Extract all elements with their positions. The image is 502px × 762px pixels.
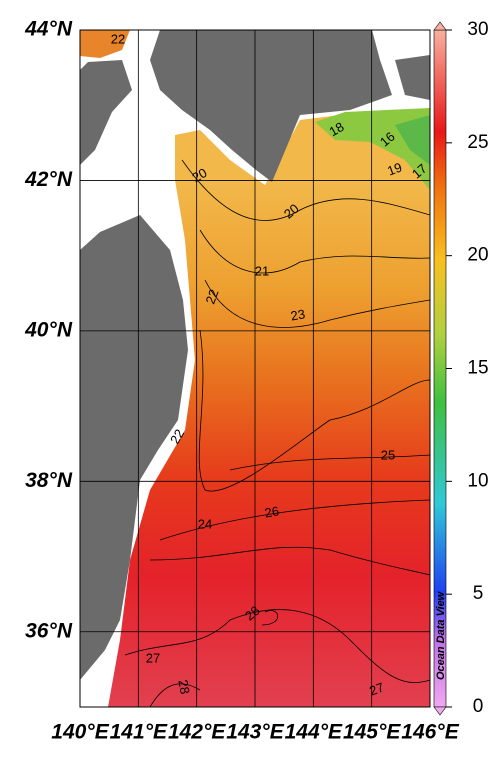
contour-line <box>149 683 201 707</box>
contour-label: 27 <box>367 679 386 698</box>
contour-label: 25 <box>381 447 395 462</box>
contour-line <box>261 610 279 626</box>
lat-tick-label: 44°N <box>24 18 73 41</box>
colorbar-tick-label: 10 <box>467 470 488 491</box>
colorbar-top-arrow <box>433 21 447 31</box>
contour-label: 22 <box>111 31 125 46</box>
contour-label: 26 <box>263 503 280 520</box>
contour-line <box>181 159 430 221</box>
colorbar-tick-label: 0 <box>473 696 484 717</box>
contour-label: 19 <box>385 159 404 178</box>
lat-tick-label: 40°N <box>24 318 73 341</box>
contour-label: 20 <box>189 165 209 185</box>
sst-field <box>108 110 430 707</box>
contour-line <box>124 609 430 683</box>
contour-label: 24 <box>198 516 212 531</box>
lon-tick-label: 146°E <box>401 721 459 744</box>
contours <box>124 159 430 707</box>
contour-label: 22 <box>167 426 187 446</box>
colorbar-bottom-arrow <box>433 706 447 716</box>
lon-tick-label: 141°E <box>110 721 168 744</box>
contour-label: 18 <box>326 119 346 139</box>
lon-tick-label: 145°E <box>343 721 401 744</box>
contour-label: 28 <box>175 678 192 695</box>
watermark: Ocean Data View <box>435 590 447 680</box>
contour-line <box>149 546 430 576</box>
land <box>150 30 392 182</box>
cool-core <box>395 115 430 165</box>
lat-tick-label: 38°N <box>25 469 73 492</box>
contour-line <box>199 229 430 274</box>
colorbar-tick-label: 5 <box>473 583 484 604</box>
contour-label: 21 <box>255 263 269 278</box>
contour-label: 22 <box>202 287 221 306</box>
lon-tick-label: 144°E <box>285 721 343 744</box>
colorbar-tick-label: 30 <box>467 19 488 40</box>
lon-tick-label: 142°E <box>168 721 226 744</box>
land <box>80 60 132 165</box>
land <box>395 55 430 100</box>
contour-line <box>159 499 430 541</box>
colorbar-tick-label: 25 <box>467 132 488 153</box>
contour-line <box>198 329 430 492</box>
lat-tick-label: 36°N <box>25 619 73 642</box>
plot-frame <box>79 29 431 708</box>
colorbar-tick-label: 15 <box>467 358 488 379</box>
lat-tick-label: 42°N <box>24 168 73 191</box>
field <box>80 30 430 707</box>
lon-tick-label: 140°E <box>51 721 109 744</box>
contour-line <box>204 279 430 328</box>
contour-label: 27 <box>146 650 160 665</box>
contour-label: 23 <box>289 306 306 323</box>
lon-tick-label: 143°E <box>226 721 284 744</box>
warm-patch <box>80 30 130 58</box>
colorbar-tick-label: 20 <box>467 245 488 266</box>
